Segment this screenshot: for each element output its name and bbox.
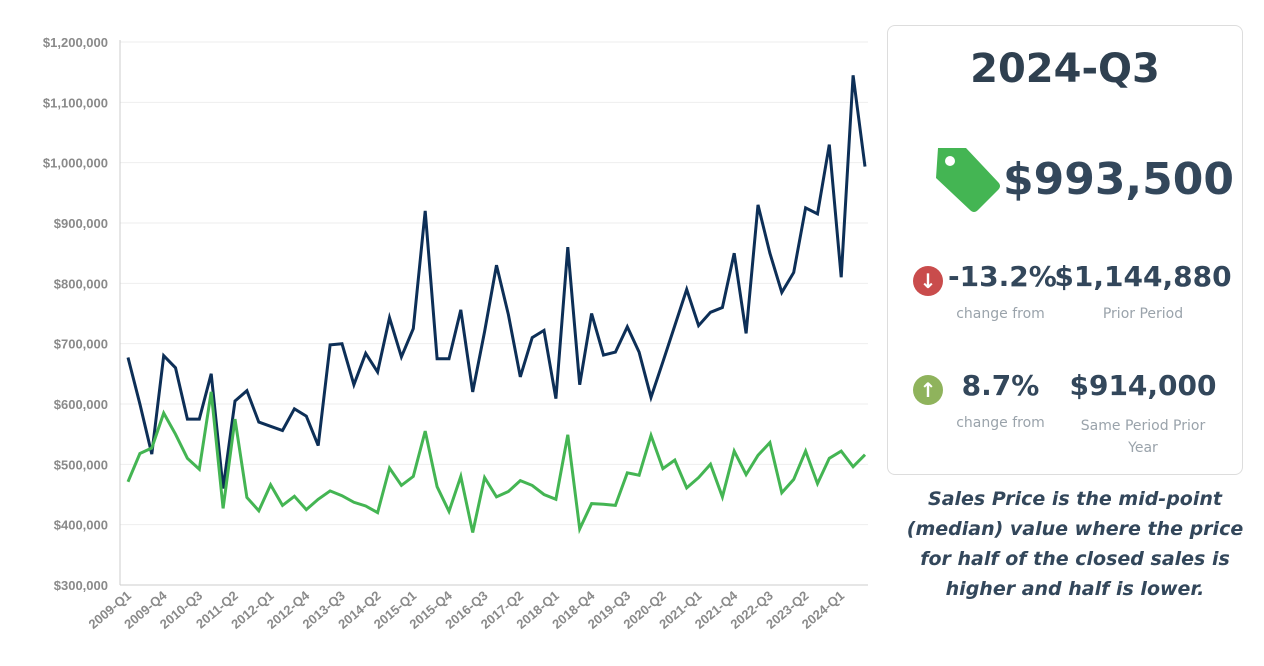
sales-price-chart: $300,000 $400,000 $500,000 $600,000 $700,000… — [43, 35, 868, 632]
arrow-up-circle-icon: ↑ — [913, 375, 943, 405]
y-tick-label: $700,000 — [54, 337, 108, 352]
y-tick-label: $1,200,000 — [43, 35, 108, 50]
period-title: 2024-Q3 — [970, 46, 1160, 92]
year-pct-label: change from — [956, 415, 1045, 431]
y-tick-label: $600,000 — [54, 397, 108, 412]
y-tick-label: $400,000 — [54, 518, 108, 533]
y-tick-label: $300,000 — [54, 578, 108, 593]
series-line-green — [126, 391, 867, 535]
current-value: $993,500 — [1002, 154, 1234, 205]
year-value-label: Same Period Prior Year — [1080, 418, 1206, 456]
year-pct: 8.7% — [961, 369, 1040, 402]
price-tag-icon — [936, 148, 1000, 212]
y-tick-label: $500,000 — [54, 457, 108, 472]
y-tick-label: $1,100,000 — [43, 95, 108, 110]
prior-pct-label: change from — [956, 306, 1045, 322]
series-line-navy — [126, 75, 867, 489]
prior-pct: -13.2% — [948, 260, 1057, 293]
arrow-down-circle-icon: ↓ — [913, 266, 943, 296]
year-value: $914,000 — [1069, 369, 1217, 402]
y-tick-label: $900,000 — [54, 216, 108, 231]
summary-card: 2024-Q3 $993,500 ↓ -13.2% change from $1… — [887, 25, 1243, 475]
prior-value-label: Prior Period — [1102, 306, 1184, 322]
definition-note: Sales Price is the mid-point (median) va… — [906, 488, 1244, 600]
y-tick-label: $800,000 — [54, 276, 108, 291]
y-tick-label: $1,000,000 — [43, 156, 108, 171]
prior-value: $1,144,880 — [1054, 260, 1232, 293]
